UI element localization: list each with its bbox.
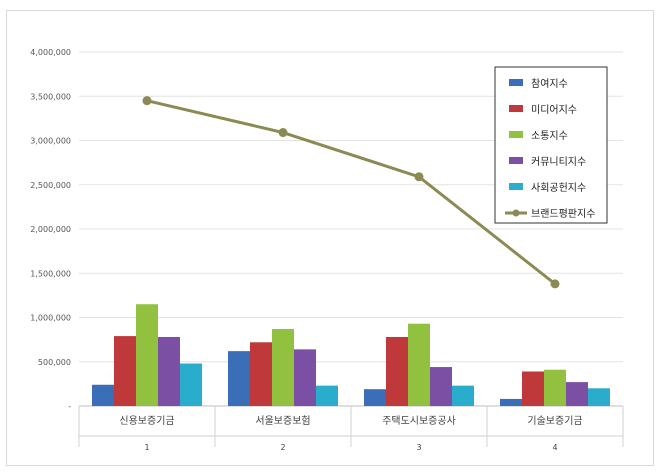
bar [500, 398, 522, 406]
y-tick-label: - [68, 402, 71, 411]
y-tick-label: 500,000 [38, 358, 71, 367]
y-tick-label: 1,000,000 [30, 314, 71, 323]
x-category-label: 신용보증기금 [119, 415, 174, 427]
legend-swatch [509, 105, 523, 112]
bar [180, 363, 202, 406]
bar [566, 382, 588, 406]
bar [430, 367, 452, 406]
y-tick-label: 2,000,000 [30, 225, 71, 234]
line-series-path [146, 99, 556, 286]
y-tick-label: 3,500,000 [30, 92, 71, 101]
bar [272, 329, 294, 406]
legend-swatch [509, 79, 523, 86]
bars [92, 304, 610, 406]
y-axis: - 500,000 1,000,000 1,500,000 2,000,000 2,500… [30, 48, 71, 411]
line-point [278, 128, 288, 138]
bar [522, 371, 544, 406]
legend-swatch-dot [512, 209, 520, 217]
legend-label: 커뮤니티지수 [531, 156, 586, 168]
legend-label: 미디어지수 [531, 104, 577, 116]
bar [294, 349, 316, 406]
legend-swatch [509, 131, 523, 138]
x-category-label: 서울보증보험 [255, 415, 310, 427]
legend-swatch [509, 157, 523, 164]
bar [364, 389, 386, 406]
legend-label: 참여지수 [531, 78, 568, 90]
bar [452, 385, 474, 406]
legend-label: 소통지수 [531, 130, 568, 142]
bar [588, 388, 610, 406]
bar [114, 336, 136, 406]
x-axis: 신용보증기금 1 서울보증보험 2 주택도시보증공사 3 기술보증기금 4 [78, 406, 624, 452]
x-category-label: 주택도시보증공사 [382, 415, 456, 427]
legend-label: 브랜드평판지수 [531, 208, 595, 220]
line-point [142, 96, 152, 106]
y-tick-label: 4,000,000 [30, 48, 71, 57]
x-category-label: 기술보증기금 [527, 415, 582, 427]
chart-svg: - 500,000 1,000,000 1,500,000 2,000,000 2,500… [30, 48, 624, 452]
x-index-label: 3 [416, 443, 421, 452]
bar [250, 342, 272, 406]
bar [408, 323, 430, 406]
bar [228, 351, 250, 406]
bar [386, 336, 408, 406]
x-index-label: 1 [144, 443, 149, 452]
x-index-label: 4 [552, 443, 557, 452]
bar [158, 336, 180, 406]
y-tick-label: 1,500,000 [30, 269, 71, 278]
bar [136, 304, 158, 406]
line-series [142, 96, 560, 289]
y-tick-label: 3,000,000 [30, 137, 71, 146]
legend-box [494, 66, 608, 224]
bar [92, 384, 114, 406]
line-point [550, 279, 560, 289]
legend-swatch [509, 183, 523, 190]
x-index-label: 2 [280, 443, 285, 452]
bar [316, 385, 338, 406]
y-tick-label: 2,500,000 [30, 181, 71, 190]
line-point [414, 172, 424, 182]
chart-frame: - 500,000 1,000,000 1,500,000 2,000,000 2,500… [6, 10, 654, 466]
bar [544, 369, 566, 406]
legend-label: 사회공헌지수 [531, 182, 586, 194]
